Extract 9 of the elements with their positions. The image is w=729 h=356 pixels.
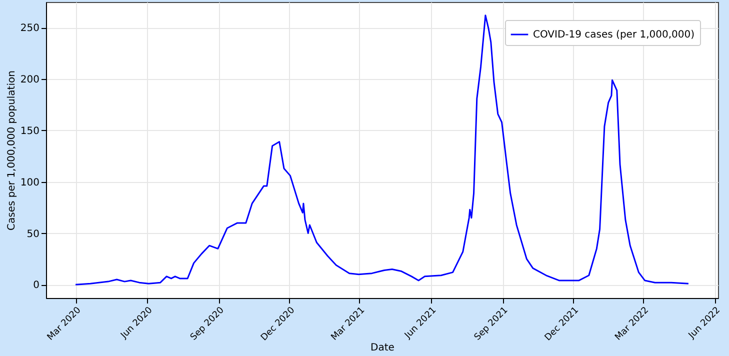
x-axis-title: Date — [370, 342, 394, 354]
legend-label: COVID-19 cases (per 1,000,000) — [533, 30, 695, 40]
y-tick-label: 250 — [20, 23, 40, 34]
y-tick-label: 0 — [33, 280, 40, 292]
y-tick-label: 50 — [26, 228, 40, 240]
y-tick-label: 100 — [20, 177, 40, 188]
y-axis-title: Cases per 1,000,000 population — [6, 70, 18, 230]
y-tick-label: 150 — [20, 126, 40, 137]
y-tick-label: 200 — [20, 74, 40, 86]
